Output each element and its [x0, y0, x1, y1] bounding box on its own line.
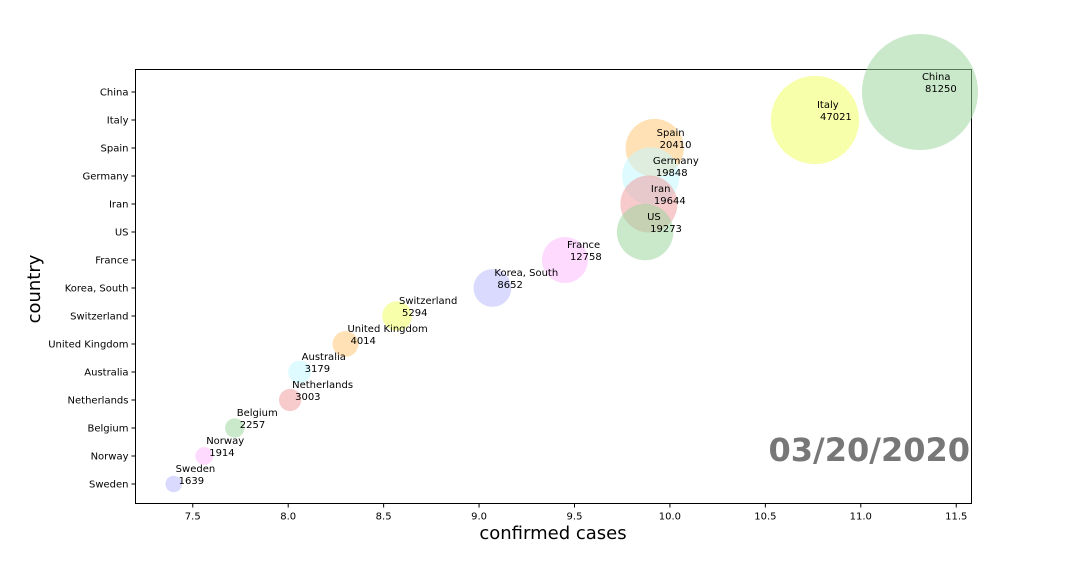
y-tick-label: Spain: [101, 144, 129, 155]
bubble-sweden: [165, 475, 182, 493]
point-label-cases-germany: 19848: [656, 168, 688, 179]
bubble-norway: [195, 447, 214, 465]
point-label-cases-italy: 47021: [820, 112, 852, 123]
y-tick-label: France: [95, 256, 128, 267]
y-tick-label: Italy: [107, 116, 129, 127]
point-label-country-australia: Australia: [302, 352, 346, 363]
x-tick-label: 10.5: [754, 512, 776, 523]
point-label-cases-us: 19273: [650, 224, 682, 235]
y-tick-label: Belgium: [88, 424, 129, 435]
point-label-country-sweden: Sweden: [176, 464, 216, 475]
point-label-cases-china: 81250: [925, 84, 957, 95]
y-tick-label: Australia: [84, 368, 128, 379]
y-tick-label: United Kingdom: [48, 340, 128, 351]
point-label-country-korea-south: Korea, South: [494, 268, 558, 279]
bubble-france: [541, 237, 588, 283]
y-tick-label: US: [115, 228, 129, 239]
point-label-cases-korea-south: 8652: [497, 280, 522, 291]
point-label-country-germany: Germany: [653, 156, 699, 167]
point-label-country-netherlands: Netherlands: [292, 380, 353, 391]
bubble-united-kingdom: [332, 331, 359, 357]
point-label-cases-spain: 20410: [660, 140, 692, 151]
point-label-country-spain: Spain: [657, 128, 685, 139]
x-axis: 7.5 8.0 8.5 9.0 9.5 10.0 10.5 11.0 11.5: [185, 503, 967, 523]
bubble-belgium: [225, 418, 245, 438]
y-tick-label: Germany: [83, 172, 129, 183]
x-tick-label: 11.5: [945, 512, 967, 523]
y-axis: China Italy Spain Germany Iran US France Korea,…: [48, 88, 136, 491]
point-label-cases-norway: 1914: [209, 448, 234, 459]
y-tick-label: Switzerland: [70, 312, 128, 323]
y-tick-label: Netherlands: [68, 396, 129, 407]
y-tick-label: China: [100, 88, 129, 99]
point-label-country-belgium: Belgium: [237, 408, 278, 419]
bubble-netherlands: [278, 388, 302, 412]
bubble-layer: [165, 34, 978, 493]
point-label-country-italy: Italy: [817, 100, 839, 111]
point-label-country-china: China: [922, 72, 951, 83]
point-label-cases-united-kingdom: 4014: [350, 336, 375, 347]
point-label-country-norway: Norway: [206, 436, 244, 447]
x-tick-label: 8.0: [280, 512, 296, 523]
x-axis-title: confirmed cases: [479, 523, 626, 544]
point-label-cases-belgium: 2257: [240, 420, 265, 431]
x-tick-label: 9.5: [567, 512, 583, 523]
y-tick-label: Sweden: [89, 480, 129, 491]
point-label-cases-netherlands: 3003: [295, 392, 320, 403]
y-tick-label: Iran: [109, 200, 129, 211]
point-label-country-france: France: [567, 240, 600, 251]
x-tick-label: 7.5: [185, 512, 201, 523]
x-tick-label: 8.5: [376, 512, 392, 523]
bubble-china: [861, 34, 978, 150]
bubble-italy: [770, 75, 860, 165]
point-label-cases-switzerland: 5294: [402, 308, 427, 319]
point-label-country-iran: Iran: [651, 184, 671, 195]
bubble-us: [616, 203, 674, 261]
point-label-country-us: US: [647, 212, 661, 223]
point-label-cases-france: 12758: [570, 252, 602, 263]
y-tick-label: Norway: [91, 452, 129, 463]
y-tick-label: Korea, South: [65, 284, 129, 295]
date-stamp: 03/20/2020: [769, 431, 971, 469]
point-label-cases-sweden: 1639: [179, 476, 204, 487]
y-axis-title: country: [24, 254, 45, 323]
point-label-country-switzerland: Switzerland: [399, 296, 457, 307]
point-label-cases-iran: 19644: [654, 196, 686, 207]
point-label-cases-australia: 3179: [305, 364, 330, 375]
plot-area-frame: [135, 69, 972, 504]
bubble-switzerland: [382, 301, 412, 331]
x-tick-label: 10.0: [659, 512, 681, 523]
bubble-australia: [288, 360, 312, 384]
point-label-country-united-kingdom: United Kingdom: [347, 324, 427, 335]
bubble-korea-south: [473, 269, 512, 307]
x-tick-label: 11.0: [850, 512, 872, 523]
x-tick-label: 9.0: [471, 512, 487, 523]
